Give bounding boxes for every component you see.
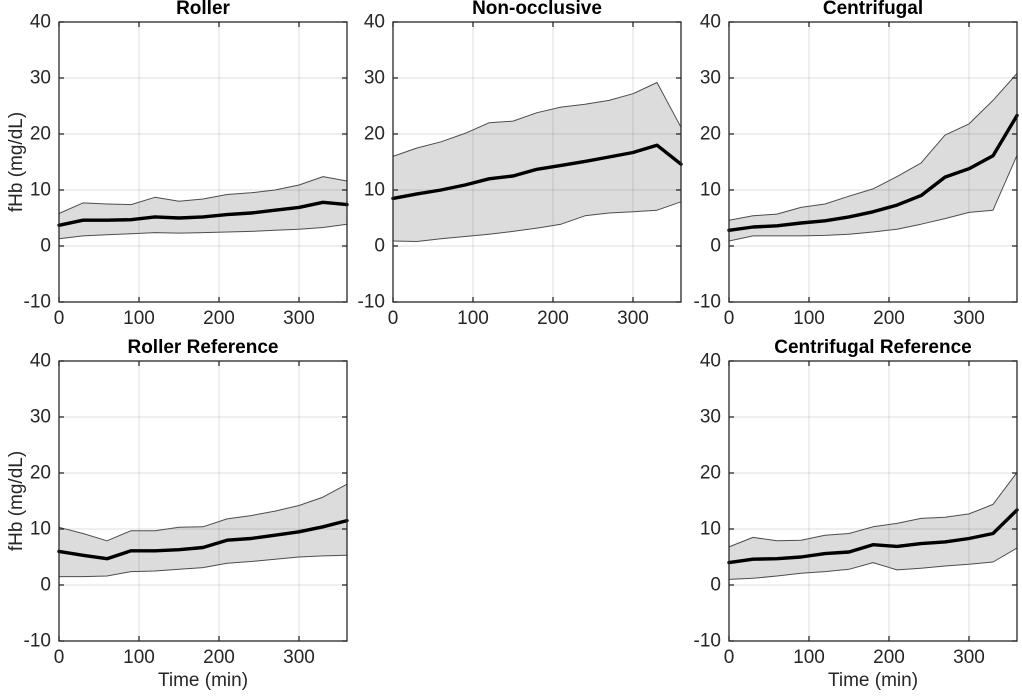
y-tick-label: -10 (358, 292, 385, 313)
subplot-roller: 0 100 200 300 -10 0 10 20 30 40 Roller fHb (mg/dL… (4, 0, 359, 350)
y-axis-label: fHb (mg/dL) (6, 450, 27, 552)
y-tick-label: 0 (40, 236, 51, 257)
y-tick-label: 30 (30, 407, 51, 428)
x-tick-label: 0 (54, 308, 65, 329)
y-tick-label: 10 (30, 519, 51, 540)
band-area (729, 472, 1017, 580)
x-tick-label: 0 (724, 308, 735, 329)
x-tick-label: 300 (953, 308, 985, 329)
subplot-title: Centrifugal (822, 0, 924, 19)
x-tick-label: 200 (537, 308, 569, 329)
subplot-title: Non-occlusive (472, 0, 602, 19)
axes-frame (392, 21, 682, 303)
y-tick-label: 10 (30, 180, 51, 201)
y-tick-label: 20 (30, 124, 51, 145)
axes-frame (58, 21, 348, 303)
x-tick-label: 300 (617, 308, 649, 329)
x-tick-label: 300 (283, 647, 315, 668)
y-tick-label: 0 (374, 236, 385, 257)
band-upper-line (728, 472, 1018, 548)
band-lower-line (392, 201, 682, 242)
x-tick-label: 200 (203, 647, 235, 668)
subplot-title: Roller (176, 0, 230, 19)
band-area (393, 82, 681, 242)
y-tick-label: 40 (30, 12, 51, 33)
y-tick-label: 40 (700, 12, 721, 33)
y-tick-label: 0 (710, 236, 721, 257)
x-tick-label: 100 (123, 308, 155, 329)
y-tick-label: 30 (364, 68, 385, 89)
y-tick-label: -10 (24, 631, 51, 652)
y-tick-label: -10 (694, 292, 721, 313)
x-tick-label: 100 (457, 308, 489, 329)
subplot-non-occlusive: 0 100 200 300 -10 0 10 20 30 40 Non-occlusive (338, 0, 693, 350)
band-upper-line (58, 176, 348, 214)
band-area (729, 73, 1017, 241)
mean-line (727, 508, 1019, 565)
mean-line (57, 200, 349, 228)
y-tick-label: 20 (364, 124, 385, 145)
x-tick-label: 200 (873, 647, 905, 668)
y-tick-label: -10 (694, 631, 721, 652)
band-upper-line (58, 483, 348, 542)
band-lower-line (58, 223, 348, 240)
band-lower-line (728, 155, 1018, 242)
x-axis-label: Time (min) (827, 670, 919, 691)
band-lower-line (59, 554, 348, 578)
y-tick-label: 40 (700, 351, 721, 372)
subplot-title: Centrifugal Reference (774, 337, 972, 358)
y-tick-label: 30 (700, 407, 721, 428)
mean-line (391, 143, 683, 201)
y-axis-label: fHb (mg/dL) (6, 111, 27, 213)
axes-frame (728, 21, 1018, 303)
y-tick-label: 0 (40, 575, 51, 596)
subplot-roller-reference: 0 100 200 300 -10 0 10 20 30 40 Roller Reference … (4, 337, 359, 697)
band-area (59, 176, 347, 239)
mean-line (727, 113, 1019, 233)
y-tick-label: 20 (700, 124, 721, 145)
subplot-title: Roller Reference (127, 337, 279, 358)
y-tick-label: 40 (30, 351, 51, 372)
x-tick-label: 0 (388, 308, 399, 329)
y-tick-label: 30 (30, 68, 51, 89)
subplot-centrifugal: 0 100 200 300 -10 0 10 20 30 40 Centrifugal (674, 0, 1022, 350)
y-tick-label: 10 (700, 519, 721, 540)
band-area (59, 484, 347, 577)
y-tick-label: 40 (364, 12, 385, 33)
band-lower-line (728, 547, 1018, 580)
x-tick-label: 100 (123, 647, 155, 668)
y-tick-label: 10 (700, 180, 721, 201)
x-tick-label: 200 (873, 308, 905, 329)
x-axis-label: Time (min) (157, 670, 249, 691)
x-tick-label: 0 (54, 647, 65, 668)
x-tick-label: 100 (793, 647, 825, 668)
y-tick-label: 0 (710, 575, 721, 596)
y-tick-label: 30 (700, 68, 721, 89)
band-upper-line (728, 73, 1018, 221)
band-upper-line (392, 82, 682, 157)
x-tick-label: 0 (724, 647, 735, 668)
x-tick-label: 300 (283, 308, 315, 329)
x-tick-label: 300 (953, 647, 985, 668)
y-tick-label: 10 (364, 180, 385, 201)
x-tick-label: 100 (793, 308, 825, 329)
subplot-centrifugal-reference: 0 100 200 300 -10 0 10 20 30 40 Centrifugal Refer… (674, 337, 1022, 697)
mean-line (57, 518, 349, 561)
axes-frame (728, 360, 1018, 642)
axes-frame (58, 360, 348, 642)
x-tick-label: 200 (203, 308, 235, 329)
y-tick-label: -10 (24, 292, 51, 313)
y-tick-label: 20 (30, 463, 51, 484)
y-tick-label: 20 (700, 463, 721, 484)
